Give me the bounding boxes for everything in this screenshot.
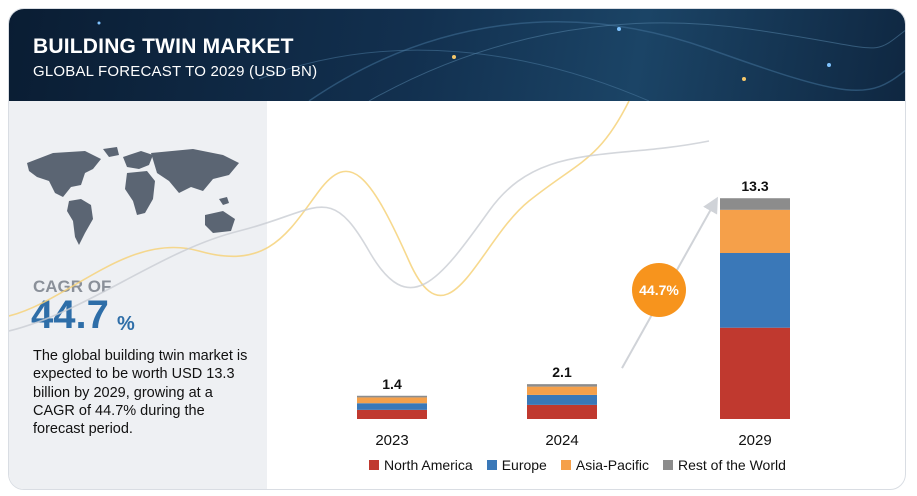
legend-swatch-europe: [486, 460, 497, 470]
header-banner: BUILDING TWIN MARKET GLOBAL FORECAST TO …: [9, 9, 905, 101]
bar-segment-europe-2029: [720, 253, 790, 328]
cagr-badge-label: 44.7%: [639, 282, 679, 298]
page-title: BUILDING TWIN MARKET: [33, 35, 294, 58]
legend-item-europe: Europe: [486, 457, 547, 473]
header-background-graphic: [97, 21, 905, 101]
left-panel: CAGR OF 44.7 % The global building twin …: [9, 101, 267, 489]
category-label-2029: 2029: [738, 432, 771, 449]
legend-label: Europe: [501, 457, 547, 473]
bar-segment-north-america-2023: [357, 409, 427, 419]
legend-label: North America: [384, 457, 473, 473]
market-description: The global building twin market is expec…: [33, 348, 248, 438]
decorative-wave-lines: [9, 101, 710, 332]
bar-segment-europe-2023: [357, 403, 427, 410]
legend-item-rest-of-world: Rest of the World: [663, 457, 786, 473]
stacked-bar-chart: 1.4 2023 2.1 2024 13.3 2029 44.7%: [357, 178, 790, 449]
legend-label: Rest of the World: [678, 457, 786, 473]
cagr-percent-sign: %: [117, 313, 135, 335]
legend-item-asia-pacific: Asia-Pacific: [560, 457, 649, 473]
page-subtitle: GLOBAL FORECAST TO 2029 (USD BN): [33, 63, 318, 80]
category-label-2023: 2023: [375, 432, 408, 449]
total-label-2024: 2.1: [552, 364, 572, 380]
bar-segment-north-america-2029: [720, 327, 790, 419]
bar-segment-north-america-2024: [527, 404, 597, 419]
bar-segment-asia-pacific-2029: [720, 209, 790, 253]
category-label-2024: 2024: [545, 432, 578, 449]
bar-segment-rest-of-the-world-2029: [720, 198, 790, 210]
total-label-2029: 13.3: [741, 178, 768, 194]
cagr-badge: [632, 263, 686, 317]
legend-swatch-north-america: [369, 460, 379, 470]
bar-segment-rest-of-the-world-2023: [357, 395, 427, 398]
bar-segment-asia-pacific-2023: [357, 397, 427, 404]
infographic-card: BUILDING TWIN MARKET GLOBAL FORECAST TO …: [8, 8, 906, 490]
legend-swatch-asia-pacific: [560, 460, 571, 470]
bar-segment-asia-pacific-2024: [527, 386, 597, 395]
world-map-icon: [27, 147, 239, 245]
legend-swatch-rest-of-world: [663, 460, 673, 470]
bar-segment-rest-of-the-world-2024: [527, 384, 597, 387]
bar-segment-europe-2024: [527, 394, 597, 405]
total-label-2023: 1.4: [382, 376, 402, 392]
legend-label: Asia-Pacific: [575, 457, 649, 473]
legend-item-north-america: North America: [369, 457, 473, 473]
chart-legend: North America Europe Asia-Pacific Rest o…: [369, 457, 786, 473]
